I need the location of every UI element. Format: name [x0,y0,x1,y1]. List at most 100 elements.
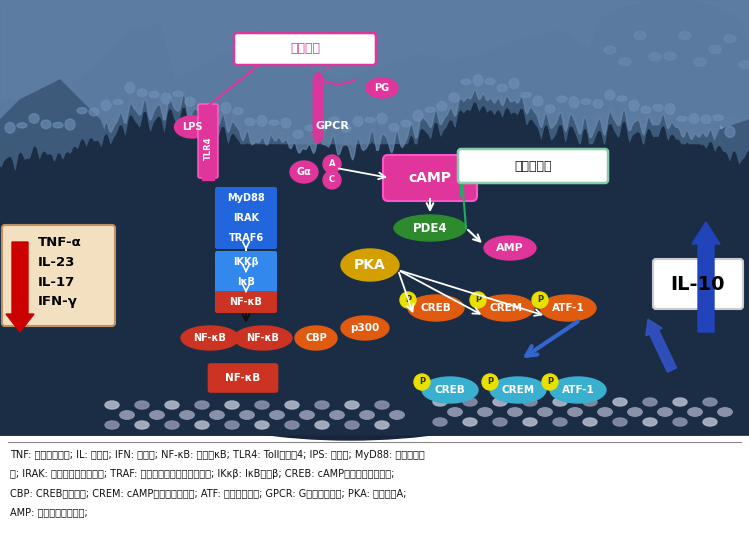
Ellipse shape [53,122,63,128]
Ellipse shape [718,408,732,416]
FancyBboxPatch shape [383,155,477,201]
Text: IKKβ: IKKβ [233,257,259,267]
Ellipse shape [463,398,477,406]
Ellipse shape [120,411,134,419]
Ellipse shape [360,411,374,419]
Ellipse shape [290,161,318,183]
Ellipse shape [269,120,279,125]
Ellipse shape [120,411,134,419]
FancyBboxPatch shape [215,227,277,249]
Ellipse shape [313,103,323,123]
Ellipse shape [401,120,411,127]
Ellipse shape [313,83,323,103]
FancyBboxPatch shape [215,271,277,293]
Text: P: P [405,295,411,304]
Ellipse shape [448,408,462,416]
Text: ATF-1: ATF-1 [562,385,595,395]
Text: 促炎刺激: 促炎刺激 [290,42,320,54]
Text: NF-κB: NF-κB [246,333,279,343]
Ellipse shape [329,117,339,123]
Ellipse shape [709,45,721,53]
Ellipse shape [478,408,492,416]
FancyBboxPatch shape [458,149,608,183]
Ellipse shape [315,421,329,429]
Ellipse shape [41,120,51,129]
Ellipse shape [641,106,651,113]
Text: CREB: CREB [434,385,465,395]
Ellipse shape [180,411,194,419]
Ellipse shape [569,97,579,108]
Text: GPCR: GPCR [315,121,349,131]
Ellipse shape [718,408,732,416]
Ellipse shape [375,421,389,429]
FancyArrow shape [646,319,676,372]
Ellipse shape [209,108,219,113]
Ellipse shape [449,93,459,102]
Ellipse shape [341,124,351,132]
Ellipse shape [478,295,534,321]
Ellipse shape [323,171,341,189]
Polygon shape [680,120,749,435]
Ellipse shape [345,401,359,409]
Ellipse shape [658,408,672,416]
Ellipse shape [90,240,610,440]
Ellipse shape [313,73,323,93]
Ellipse shape [353,116,363,126]
Ellipse shape [598,408,612,416]
Text: 子; IRAK: 白介素受体相关激酶; TRAF: 肿瘤坏死因子受体相关因子; IKκβ: IκB激酶β; CREB: cAMP反应元件结合蛋白;: 子; IRAK: 白介素受体相关激酶; TRAF: 肿瘤坏死因子受体相关因子; … [10,469,395,479]
Ellipse shape [270,411,284,419]
Text: PKA: PKA [354,258,386,272]
Ellipse shape [643,398,657,406]
Ellipse shape [583,398,597,406]
Ellipse shape [694,58,706,66]
Ellipse shape [553,418,567,426]
Ellipse shape [389,124,399,131]
Text: C: C [329,176,335,185]
Ellipse shape [605,90,615,100]
Ellipse shape [433,398,447,406]
Ellipse shape [366,78,398,98]
Text: AMP: AMP [496,243,524,253]
Text: P: P [537,295,543,304]
Ellipse shape [619,58,631,66]
Ellipse shape [688,408,702,416]
Ellipse shape [523,398,537,406]
Ellipse shape [725,127,735,137]
Ellipse shape [345,421,359,429]
Ellipse shape [135,421,149,429]
Ellipse shape [313,113,323,133]
Ellipse shape [300,411,314,419]
Ellipse shape [724,35,736,43]
Ellipse shape [461,79,471,84]
Ellipse shape [463,418,477,426]
Ellipse shape [323,155,341,173]
Ellipse shape [295,326,337,350]
Ellipse shape [540,295,596,321]
Ellipse shape [568,408,582,416]
Ellipse shape [679,32,691,40]
FancyBboxPatch shape [215,187,277,209]
Ellipse shape [493,398,507,406]
Ellipse shape [137,89,147,97]
Text: CREM: CREM [489,303,523,313]
Ellipse shape [317,120,327,131]
Ellipse shape [628,408,642,416]
Ellipse shape [400,292,416,308]
Ellipse shape [713,115,723,121]
Ellipse shape [330,411,344,419]
Text: P: P [487,378,493,387]
Ellipse shape [617,96,627,101]
Ellipse shape [313,93,323,113]
Ellipse shape [101,100,111,111]
Ellipse shape [173,91,183,97]
Text: MyD88: MyD88 [227,193,265,203]
Ellipse shape [478,408,492,416]
Ellipse shape [165,421,179,429]
Ellipse shape [664,52,676,60]
Ellipse shape [703,418,717,426]
Ellipse shape [161,93,171,104]
Ellipse shape [673,418,687,426]
FancyBboxPatch shape [215,291,277,313]
Ellipse shape [688,408,702,416]
Text: cAMP: cAMP [408,171,452,185]
